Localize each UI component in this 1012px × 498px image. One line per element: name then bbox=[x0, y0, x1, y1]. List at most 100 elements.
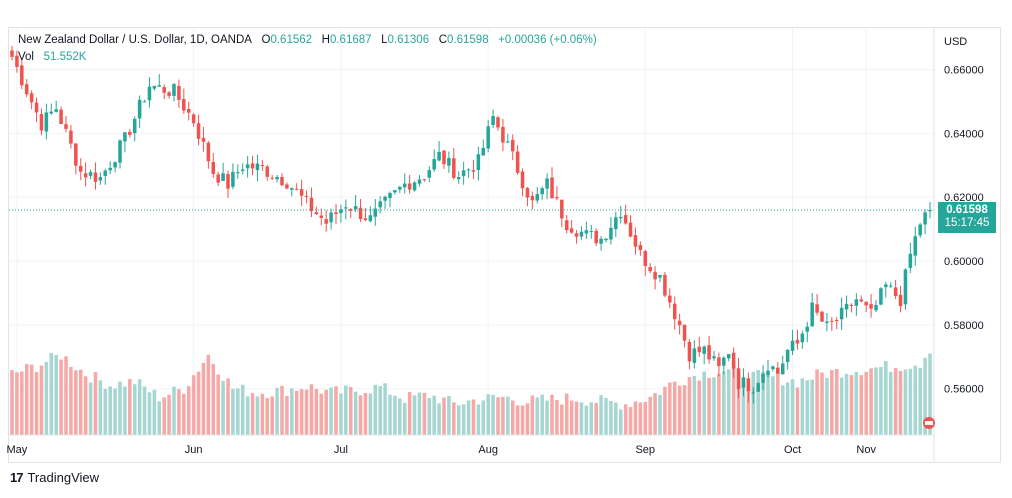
candle-body bbox=[373, 208, 378, 217]
candle-body bbox=[78, 165, 83, 172]
volume-bar bbox=[574, 401, 579, 435]
volume-bar bbox=[456, 405, 461, 435]
candle-body bbox=[270, 177, 274, 179]
volume-bar bbox=[447, 395, 451, 435]
candle-body bbox=[294, 188, 299, 190]
candle-body bbox=[820, 311, 824, 322]
legend-close-label: C bbox=[438, 34, 448, 46]
volume-bar bbox=[918, 367, 922, 435]
candle-body bbox=[422, 179, 427, 181]
volume-bar bbox=[555, 399, 559, 435]
legend-low-label: L bbox=[381, 34, 388, 46]
x-tick-label: Sep bbox=[635, 444, 655, 456]
candle-body bbox=[496, 117, 500, 128]
volume-bar bbox=[167, 394, 171, 435]
candle-body bbox=[736, 368, 741, 390]
candle-body bbox=[672, 303, 677, 320]
candle-body bbox=[761, 373, 765, 383]
candle-body bbox=[324, 219, 328, 224]
candle-body bbox=[834, 320, 839, 322]
candle-body bbox=[393, 190, 397, 193]
volume-bar bbox=[780, 385, 785, 435]
candle-body bbox=[417, 179, 422, 184]
y-tick-label: 0.58000 bbox=[944, 320, 984, 332]
candle-body bbox=[309, 197, 314, 212]
candle-body bbox=[741, 377, 746, 388]
volume-bar bbox=[339, 393, 343, 435]
volume-bar bbox=[515, 405, 520, 435]
candle-body bbox=[923, 212, 927, 225]
time-scale[interactable]: May Jun Jul Aug Sep Oct Nov bbox=[7, 444, 877, 456]
volume-bar bbox=[471, 399, 476, 435]
volume-bar bbox=[908, 368, 913, 435]
candle-body bbox=[452, 158, 456, 178]
candle-body bbox=[702, 346, 706, 354]
candle-body bbox=[844, 303, 849, 310]
volume-bar bbox=[83, 376, 88, 435]
x-tick-label: Aug bbox=[478, 444, 498, 456]
candle-body bbox=[928, 210, 932, 212]
candle-body bbox=[29, 93, 34, 103]
candle-body bbox=[123, 132, 127, 142]
volume-bar bbox=[766, 373, 770, 435]
candle-body bbox=[250, 163, 255, 169]
volume-bar bbox=[859, 375, 864, 435]
volume-bar bbox=[211, 363, 216, 435]
candle-body bbox=[481, 147, 486, 156]
candle-body bbox=[15, 55, 19, 67]
candle-body bbox=[147, 86, 152, 101]
candle-body bbox=[751, 392, 756, 394]
volume-label[interactable]: Vol bbox=[18, 51, 34, 63]
candle-body bbox=[589, 231, 594, 233]
x-tick-label: May bbox=[7, 444, 28, 456]
volume-bar bbox=[294, 390, 299, 435]
volume-bar bbox=[785, 382, 790, 435]
volume-bar bbox=[618, 409, 623, 435]
x-tick-label: Jul bbox=[334, 444, 348, 456]
candle-body bbox=[363, 218, 368, 221]
volume-bar bbox=[132, 384, 137, 435]
volume-bar bbox=[771, 376, 775, 435]
candle-body bbox=[69, 130, 73, 144]
legend-low-value: 0.61306 bbox=[387, 34, 430, 46]
x-tick-label: Jun bbox=[185, 444, 203, 456]
candle-body bbox=[398, 186, 402, 190]
candle-body bbox=[638, 245, 643, 251]
legend-symbol[interactable]: New Zealand Dollar / U.S. Dollar, 1D, OA… bbox=[18, 34, 252, 46]
event-flag-icon[interactable] bbox=[923, 417, 935, 429]
candle-body bbox=[240, 169, 245, 171]
volume-bar bbox=[550, 394, 554, 435]
volume-bar bbox=[501, 396, 505, 435]
candle-body bbox=[329, 212, 333, 223]
candle-body bbox=[93, 172, 98, 182]
candle-body bbox=[609, 227, 613, 240]
candle-body bbox=[344, 207, 348, 209]
candle-body bbox=[432, 159, 436, 170]
volume-bar bbox=[157, 401, 162, 435]
price-scale[interactable]: 0.66000 0.64000 0.62000 0.60000 0.58000 0.560… bbox=[944, 64, 984, 395]
volume-bar bbox=[609, 401, 613, 435]
last-price-value: 0.61598 bbox=[946, 204, 988, 216]
candle-body bbox=[339, 209, 343, 214]
volume-bar bbox=[64, 356, 68, 435]
volume-bar bbox=[834, 369, 839, 435]
volume-bar bbox=[535, 397, 540, 435]
candle-body bbox=[717, 357, 721, 367]
volume-bar bbox=[260, 393, 265, 435]
candle-body bbox=[574, 233, 579, 237]
volume-bar bbox=[638, 402, 643, 435]
legend-change: +0.00036 (+0.06%) bbox=[498, 34, 597, 46]
volume-bar bbox=[844, 373, 849, 435]
candle-body bbox=[20, 65, 24, 86]
y-tick-label: 0.66000 bbox=[944, 64, 984, 76]
volume-bar bbox=[913, 365, 918, 435]
volume-bar bbox=[579, 402, 584, 435]
volume-bar bbox=[805, 380, 810, 435]
footer-brand[interactable]: 17 TradingView bbox=[10, 470, 99, 485]
volume-bar bbox=[137, 379, 142, 435]
candle-body bbox=[103, 170, 108, 176]
volume-bar bbox=[663, 386, 667, 435]
candle-body bbox=[231, 171, 235, 187]
volume-bar bbox=[540, 394, 544, 435]
